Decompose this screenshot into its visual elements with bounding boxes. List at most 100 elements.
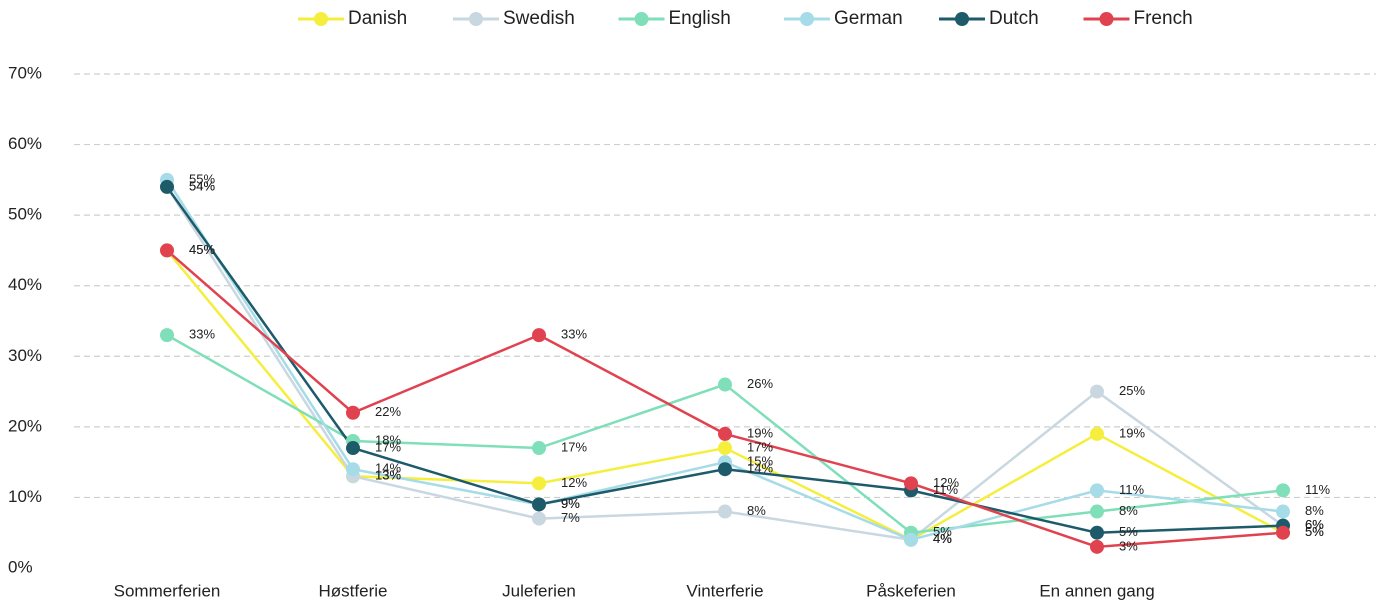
data-label: 6% [1305,517,1324,532]
data-label: 26% [747,376,773,391]
data-point [532,476,546,491]
x-tick-label: En annen gang [1039,581,1154,600]
data-point [904,476,918,491]
data-point [1090,539,1104,554]
data-label: 33% [561,327,587,342]
data-label: 17% [747,439,773,454]
data-label: 13% [375,468,401,483]
data-label: 5% [1305,524,1324,539]
data-point [532,441,546,456]
series-line [165,186,1284,534]
data-point [346,405,360,420]
x-tick-label: Påskeferien [866,581,956,600]
data-label: 11% [1305,482,1330,497]
x-tick-label: Vinterferie [686,581,763,600]
legend-label: German [834,8,903,29]
data-label: 55% [189,171,215,186]
data-label: 45% [189,242,215,257]
data-point [718,426,732,441]
data-point [718,462,732,477]
data-label: 54% [189,178,215,193]
data-point [1090,504,1104,519]
data-label: 12% [933,475,959,490]
legend-marker [314,12,328,26]
data-label: 25% [1119,383,1145,398]
series-line [165,186,1284,542]
data-label: 13% [375,468,401,483]
data-label: 19% [747,425,773,440]
data-label: 4% [933,531,952,546]
data-label: 33% [189,327,215,342]
legend-label: French [1134,8,1193,29]
x-tick-label: Sommerferien [114,581,221,600]
data-label: 22% [375,404,401,419]
data-label: 8% [1119,503,1138,518]
data-label: 4% [933,531,952,546]
y-tick-label: 10% [8,487,42,506]
data-point [160,179,174,194]
data-point [160,243,174,258]
y-tick-label: 60% [8,134,42,153]
y-tick-label: 70% [8,63,42,82]
legend-marker [469,12,483,26]
data-point [1276,525,1290,540]
data-point [1090,384,1104,399]
data-point [904,532,918,547]
legend-label: Dutch [989,8,1039,29]
data-label: 19% [1119,425,1145,440]
data-label: 54% [189,178,215,193]
data-label: 45% [189,242,215,257]
data-point [718,441,732,456]
data-point [718,377,732,392]
y-tick-label: 20% [8,416,42,435]
y-tick-label: 0% [8,557,33,576]
data-point [1276,483,1290,498]
data-point [532,511,546,526]
data-label: 18% [375,432,401,447]
data-label: 9% [561,496,580,511]
data-label: 8% [1305,503,1324,518]
x-tick-label: Høstferie [319,581,388,600]
data-label: 4% [933,531,952,546]
data-point [1090,426,1104,441]
data-label: 17% [375,439,401,454]
data-label: 11% [1119,482,1144,497]
data-label: 6% [1305,517,1324,532]
data-label: 14% [747,461,773,476]
data-point [1276,504,1290,519]
data-label: 11% [933,482,958,497]
data-label: 5% [1119,524,1138,539]
legend-marker [1099,12,1114,26]
data-label: 7% [561,510,580,525]
data-point [1090,483,1104,498]
legend-marker [955,12,969,26]
y-tick-label: 40% [8,275,42,294]
data-label: 17% [561,439,587,454]
legend-label: English [669,8,731,29]
data-label: 12% [561,475,587,490]
y-tick-label: 30% [8,346,42,365]
y-tick-label: 50% [8,205,42,224]
legend-marker [800,12,814,26]
data-label: 14% [375,461,401,476]
data-label: 15% [747,454,773,469]
data-point [532,328,546,343]
series-line [165,179,1284,542]
legend-marker [634,12,649,26]
data-point [346,462,360,477]
data-label: 5% [933,524,952,539]
data-label: 9% [561,496,580,511]
data-label: 5% [1305,524,1324,539]
x-tick-label: Juleferien [502,581,576,600]
data-point [1090,525,1104,540]
legend-label: Danish [348,8,407,29]
data-point [160,328,174,343]
data-point [718,504,732,519]
data-label: 3% [1119,538,1138,553]
legend-label: Swedish [503,8,575,29]
series-line [166,249,1284,549]
data-point [532,497,546,512]
data-point [346,441,360,456]
data-label: 8% [747,503,766,518]
